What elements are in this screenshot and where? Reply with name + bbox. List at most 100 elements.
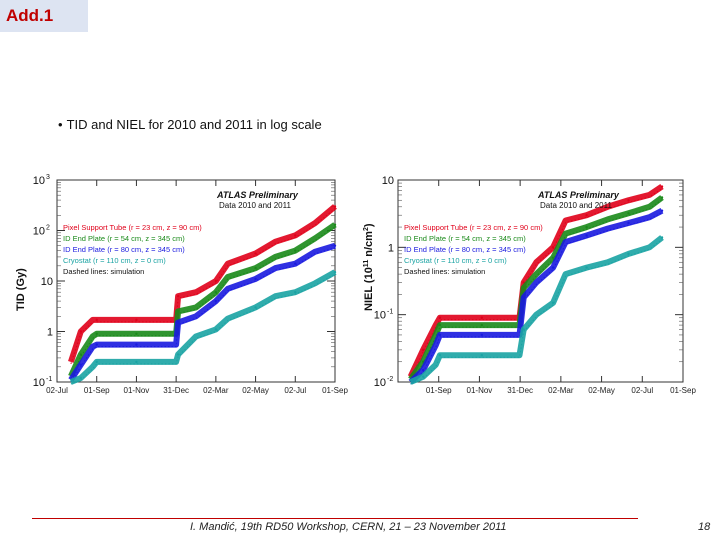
data-point: [627, 252, 630, 256]
x-tick-label: 01-Nov: [124, 386, 150, 395]
legend-entry: ID End Plate (r = 80 cm, z = 345 cm): [63, 245, 185, 254]
y-tick-label: 1: [47, 327, 53, 339]
series-data-band: [409, 235, 664, 385]
y-tick-exponent: 2: [46, 225, 50, 232]
data-point: [333, 223, 337, 226]
x-tick-label: 02-Jul: [284, 386, 306, 395]
x-tick-label: 01-Sep: [84, 386, 110, 395]
data-point: [254, 266, 257, 270]
data-point: [438, 316, 442, 319]
legend-entry: Cryostat (r = 110 cm, z = 0 cm): [404, 256, 507, 265]
y-label-exponent: 11: [363, 260, 370, 268]
x-tick-label: 01-Sep: [322, 386, 348, 395]
data-point: [660, 196, 664, 199]
data-point: [294, 262, 297, 265]
x-tick-label: 31-Dec: [507, 386, 533, 395]
data-point: [214, 291, 218, 294]
data-point: [135, 360, 138, 364]
x-tick-label: 02-Jul: [631, 386, 653, 395]
y-axis-label: NIEL (1011 n/cm2): [363, 223, 375, 311]
data-point: [522, 328, 525, 331]
page-number: 18: [698, 521, 711, 533]
data-point: [585, 266, 588, 269]
data-point: [176, 353, 180, 356]
y-tick-exponent: 3: [46, 174, 50, 181]
y-tick-label: 10: [33, 377, 45, 389]
data-point: [79, 353, 83, 356]
legend-entry: Cryostat (r = 110 cm, z = 0 cm): [63, 256, 166, 265]
data-point: [135, 332, 138, 336]
data-point: [585, 214, 588, 217]
data-point: [79, 330, 83, 333]
series-data-band: [68, 204, 337, 363]
data-point: [438, 333, 442, 337]
data-point: [294, 234, 297, 237]
data-point: [522, 296, 525, 299]
y-tick-label: 10: [382, 175, 394, 187]
series-data-band: [69, 269, 337, 385]
data-point: [551, 266, 555, 269]
series-data-band: [408, 195, 664, 381]
y-tick-label: 1: [388, 242, 394, 254]
y-tick-label: 10: [374, 377, 386, 389]
y-tick-label: 10: [33, 226, 45, 238]
data-point: [95, 318, 98, 322]
data-point: [421, 368, 425, 372]
data-point: [176, 321, 180, 324]
x-tick-label: 01-Sep: [670, 386, 696, 395]
y-tick-label: 10: [33, 175, 45, 187]
y-label-close: ): [363, 223, 375, 227]
data-point: [95, 360, 98, 364]
x-tick-label: 02-Jul: [46, 386, 68, 395]
y-tick-label: 10: [374, 310, 386, 322]
legend-entry: Pixel Support Tube (r = 23 cm, z = 90 cm…: [404, 223, 543, 232]
data-point: [660, 209, 664, 212]
slide-tag: Add.1: [0, 0, 88, 32]
data-point: [660, 236, 664, 239]
x-tick-label: 02-Mar: [548, 386, 574, 395]
data-years-label: Data 2010 and 2011: [540, 201, 612, 210]
legend-entry: Dashed lines: simulation: [63, 267, 144, 276]
data-point: [254, 277, 257, 281]
data-point: [421, 348, 425, 352]
bullet-label: TID and NIEL for 2010 and 2011 in log sc…: [66, 117, 322, 132]
series-data-band: [407, 184, 664, 378]
data-point: [333, 270, 337, 274]
plot-frame: [397, 179, 684, 383]
legend-entry: Dashed lines: simulation: [404, 267, 485, 276]
y-label-unit-exponent: 2: [363, 227, 370, 231]
data-point: [627, 199, 630, 202]
plot-frame: [56, 179, 336, 383]
data-point: [585, 234, 588, 237]
x-tick-label: 31-Dec: [163, 386, 189, 395]
data-point: [551, 246, 555, 249]
data-point: [135, 318, 138, 322]
data-point: [438, 323, 442, 327]
series-data-band: [68, 222, 337, 378]
data-point: [421, 375, 425, 378]
series-data-band: [408, 208, 664, 385]
data-point: [438, 354, 442, 357]
data-point: [660, 185, 664, 188]
x-tick-label: 01-Sep: [426, 386, 452, 395]
x-tick-label: 01-Nov: [467, 386, 493, 395]
data-point: [214, 279, 218, 283]
y-tick-exponent: -2: [387, 376, 393, 383]
data-years-label: Data 2010 and 2011: [219, 201, 291, 210]
data-point: [333, 244, 337, 247]
data-point: [480, 333, 484, 337]
data-point: [522, 286, 525, 290]
atlas-preliminary-label: ATLAS Preliminary: [216, 190, 299, 200]
data-point: [294, 249, 297, 252]
legend-entry: ID End Plate (r = 80 cm, z = 345 cm): [404, 245, 526, 254]
data-point: [79, 376, 83, 380]
data-point: [627, 221, 630, 225]
legend-entry: ID End Plate (r = 54 cm, z = 345 cm): [404, 234, 526, 243]
data-point: [333, 205, 337, 208]
data-point: [627, 212, 630, 215]
footer-divider: [32, 518, 638, 519]
x-tick-label: 02-May: [588, 386, 615, 395]
